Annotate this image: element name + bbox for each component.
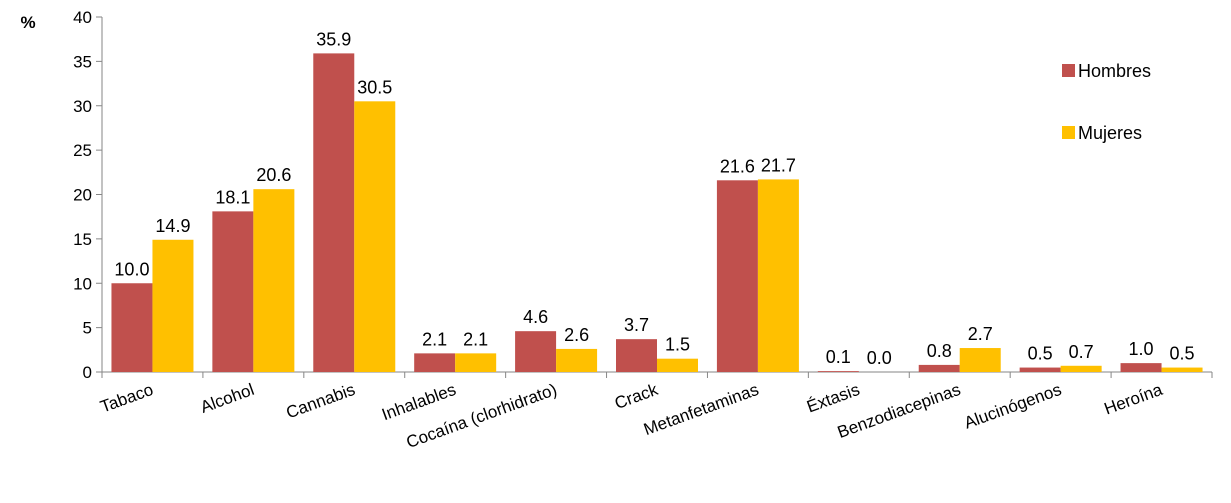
data-label-mujeres-crack: 1.5 [665,335,690,355]
bar-hombres-inhalables [414,353,456,372]
legend-swatch-hombres [1062,64,1075,77]
bar-mujeres-tabaco [152,239,194,372]
data-label-mujeres-cannabis: 30.5 [357,77,392,97]
bar-mujeres-cocaina-clorhidrato [556,348,598,372]
bar-hombres-alucinogenos [1019,367,1061,372]
bar-mujeres-metanfetaminas [757,179,799,372]
data-label-hombres-extasis: 0.1 [826,347,851,367]
legend: Hombres Mujeres [1062,61,1151,143]
data-label-hombres-cocaina-clorhidrato: 4.6 [523,307,548,327]
bar-mujeres-alucinogenos [1060,365,1102,372]
data-label-hombres-benzodiacepinas: 0.8 [927,341,952,361]
data-label-mujeres-tabaco: 14.9 [155,216,190,236]
data-label-hombres-heroina: 1.0 [1129,339,1154,359]
y-tick-label: 25 [73,141,92,160]
data-label-mujeres-heroina: 0.5 [1170,344,1195,364]
data-label-mujeres-alucinogenos: 0.7 [1069,342,1094,362]
bar-mujeres-benzodiacepinas [959,348,1001,372]
y-tick-label: 15 [73,230,92,249]
bar-mujeres-inhalables [455,353,497,372]
data-label-hombres-tabaco: 10.0 [114,259,149,279]
y-tick-label: 30 [73,97,92,116]
x-tick-label-cannabis: Cannabis [284,380,358,422]
data-label-hombres-alucinogenos: 0.5 [1028,344,1053,364]
legend-label-hombres: Hombres [1078,61,1151,81]
data-labels: 10.0 18.1 35.9 2.1 4.6 3.7 21.6 0.1 0.8 0.5 1.0 14.… [114,29,1194,368]
data-label-mujeres-metanfetaminas: 21.7 [761,155,796,175]
data-label-hombres-crack: 3.7 [624,315,649,335]
bar-mujeres-cannabis [354,101,396,372]
x-tick-label-heroina: Heroína [1102,380,1166,419]
data-label-mujeres-inhalables: 2.1 [463,329,488,349]
data-label-hombres-inhalables: 2.1 [422,329,447,349]
x-tick-label-alcohol: Alcohol [198,380,257,417]
data-label-mujeres-extasis: 0.0 [867,348,892,368]
bar-hombres-cannabis [313,53,355,372]
y-axis-unit-label: % [20,13,35,32]
bar-mujeres-alcohol [253,189,295,372]
bar-hombres-crack [616,339,657,372]
x-tick-label-tabaco: Tabaco [98,380,156,417]
bar-mujeres-crack [657,358,698,372]
bar-hombres-extasis [817,371,859,372]
data-label-mujeres-alcohol: 20.6 [256,165,291,185]
bar-hombres-heroina [1120,363,1162,372]
data-label-hombres-alcohol: 18.1 [215,187,250,207]
y-tick-label: 35 [73,52,92,71]
y-tick-label: 20 [73,186,92,205]
legend-label-mujeres: Mujeres [1078,123,1142,143]
x-tick-label-extasis: Éxtasis [804,380,862,417]
bar-mujeres-heroina [1161,367,1203,372]
bar-hombres-cocaina-clorhidrato [515,331,557,372]
x-tick-label-crack: Crack [612,380,661,413]
legend-swatch-mujeres [1062,126,1075,139]
x-tick-label-alucinogenos: Alucinógenos [962,380,1064,433]
data-label-mujeres-benzodiacepinas: 2.7 [968,324,993,344]
bars [111,53,1203,372]
bar-hombres-benzodiacepinas [918,364,960,372]
bar-hombres-metanfetaminas [716,180,758,372]
y-tick-label: 0 [83,363,92,382]
y-tick-label: 10 [73,274,92,293]
y-tick-label: 5 [83,319,92,338]
data-label-hombres-metanfetaminas: 21.6 [720,156,755,176]
bar-hombres-alcohol [212,211,254,372]
x-tick-label-metanfetaminas: Metanfetaminas [641,380,761,439]
bar-hombres-tabaco [111,283,153,372]
y-tick-label: 40 [73,8,92,27]
data-label-hombres-cannabis: 35.9 [316,29,351,49]
data-label-mujeres-cocaina-clorhidrato: 2.6 [564,325,589,345]
